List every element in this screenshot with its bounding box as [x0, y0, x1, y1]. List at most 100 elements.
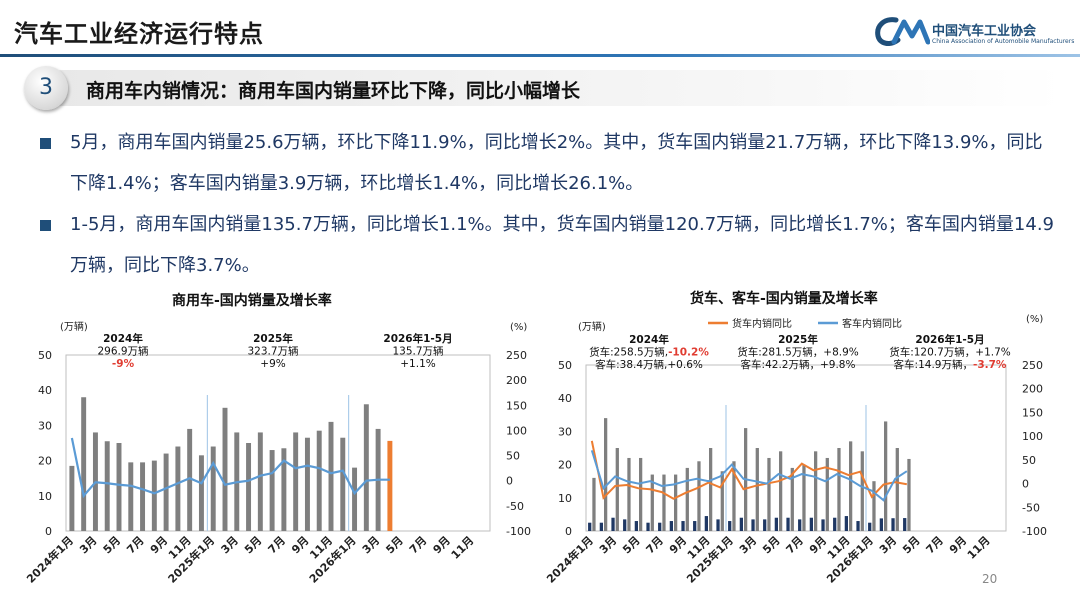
plot-area — [65, 354, 491, 532]
y-tick-label: 40 — [558, 392, 572, 405]
bar — [316, 430, 322, 531]
y2-tick-label: 50 — [1022, 454, 1036, 467]
growth-line — [70, 437, 390, 499]
annotation-line: 2024年 — [103, 332, 143, 345]
y2-tick-label: 150 — [1022, 406, 1043, 419]
bar — [281, 448, 287, 531]
y-tick-label: 50 — [558, 359, 572, 372]
bullet-item: 5月，商用车国内销量25.6万辆，环比下降11.9%，同比增长2%。其中，货车国… — [40, 122, 1060, 204]
bus-bar — [681, 521, 685, 531]
annotation-line: 323.7万辆 — [247, 345, 298, 358]
plot-area — [585, 364, 1007, 532]
x-tick-label: 7月 — [784, 534, 806, 556]
bar — [222, 407, 228, 531]
x-tick-label: 2024年1月 — [543, 533, 596, 586]
bus-bar — [751, 519, 755, 531]
section-heading: 3 商用车内销情况：商用车国内销量环比下降，同比小幅增长 — [24, 66, 1070, 110]
annotation-line: +9% — [260, 358, 285, 370]
section-title: 商用车内销情况：商用车国内销量环比下降，同比小幅增长 — [86, 80, 581, 102]
bar — [163, 453, 169, 531]
annotation-line: 货车:258.5万辆,-10.2% — [589, 346, 709, 359]
x-tick-label: 3月 — [77, 534, 99, 556]
y-tick-label: 20 — [38, 455, 52, 468]
bar — [257, 432, 263, 531]
y2-tick-label: 150 — [506, 399, 527, 412]
x-tick-label: 5月 — [760, 534, 782, 556]
x-tick-label: 2024年1月 — [23, 533, 76, 586]
bus-bar — [891, 518, 895, 531]
bar — [116, 443, 122, 531]
bar — [269, 450, 275, 531]
bus-bar — [856, 521, 860, 531]
section-band — [44, 70, 1064, 106]
page-number: 20 — [982, 572, 998, 586]
truck-bar — [662, 474, 666, 531]
y2-tick-label: -100 — [506, 525, 531, 538]
legend-label-truck: 货车内销同比 — [732, 317, 792, 330]
page-title: 汽车工业经济运行特点 — [14, 20, 264, 48]
y2-tick-label: 0 — [1022, 478, 1029, 491]
x-tick-label: 5月 — [900, 534, 922, 556]
truck-bar — [604, 418, 608, 531]
annotation-line: 135.7万辆 — [392, 345, 443, 358]
annotation-line: 296.9万辆 — [97, 345, 148, 358]
bus-growth-line — [590, 450, 908, 502]
title-divider — [0, 54, 1080, 57]
logo-text: 中国汽车工业协会 — [932, 24, 1037, 39]
y2-tick-label: 250 — [1022, 359, 1043, 372]
truck-bar — [685, 467, 689, 531]
bus-bar — [739, 517, 743, 531]
y2-tick-label: 100 — [1022, 430, 1043, 443]
bus-bar — [623, 519, 627, 531]
y-tick-label: 0 — [565, 525, 572, 538]
truck-bar — [709, 448, 713, 531]
bar — [81, 397, 87, 531]
truck-bar — [615, 448, 619, 531]
logo-subtitle: China Association of Automobile Manufact… — [932, 38, 1075, 45]
bar — [210, 446, 216, 531]
truck-bar — [825, 457, 829, 531]
bus-bar — [821, 519, 825, 531]
bus-bar — [728, 521, 732, 531]
bus-bar — [833, 517, 837, 531]
bus-bar — [588, 522, 592, 531]
truck-bar — [674, 474, 678, 531]
bus-bar — [903, 518, 907, 531]
bullet-list: 5月，商用车国内销量25.6万辆，环比下降11.9%，同比增长2%。其中，货车国… — [40, 122, 1060, 286]
truck-bar — [592, 477, 596, 531]
truck-bar — [767, 457, 771, 531]
y-tick-label: 30 — [558, 425, 572, 438]
bar — [140, 462, 146, 531]
bus-bar — [763, 519, 767, 531]
bar — [293, 432, 299, 531]
bullet-text: 1-5月，商用车国内销量135.7万辆，同比增长1.1%。其中，货车国内销量12… — [70, 214, 1054, 276]
bus-bar — [634, 521, 638, 531]
truck-bar — [779, 451, 783, 531]
truck-bar — [907, 458, 911, 531]
y2-tick-label: 200 — [506, 374, 527, 387]
annotation-line: 货车:120.7万辆，+1.7% — [889, 346, 1011, 359]
bar — [352, 467, 358, 531]
truck-growth-line — [590, 440, 908, 500]
x-tick-label: 5月 — [383, 534, 405, 556]
annotation-line: 2024年 — [629, 333, 669, 346]
y2-tick-label: 50 — [506, 450, 520, 463]
y-axis-label: (万辆) — [578, 320, 606, 333]
annotation-line: 客车:14.9万辆，-3.7% — [894, 358, 1007, 371]
bus-bar — [599, 522, 603, 531]
annotation-negative-value: -10.2% — [668, 347, 709, 359]
y2-tick-label: -100 — [1022, 525, 1047, 538]
x-tick-label: 3月 — [877, 534, 899, 556]
section-number: 3 — [24, 66, 68, 110]
chart-trucks-buses: 0 10 20 30 40 50 -100 -50 0 50 100 150 200 250 (万辆) (%)… — [543, 314, 1047, 586]
y-tick-label: 10 — [38, 490, 52, 503]
truck-bar — [790, 467, 794, 531]
truck-bar — [732, 461, 736, 531]
truck-bar — [627, 457, 631, 531]
bar — [328, 421, 334, 531]
bullet-square-icon — [40, 220, 51, 231]
x-tick-label: 5月 — [620, 534, 642, 556]
bar — [187, 428, 193, 531]
x-tick-label: 7月 — [644, 534, 666, 556]
bus-bar — [693, 521, 697, 531]
